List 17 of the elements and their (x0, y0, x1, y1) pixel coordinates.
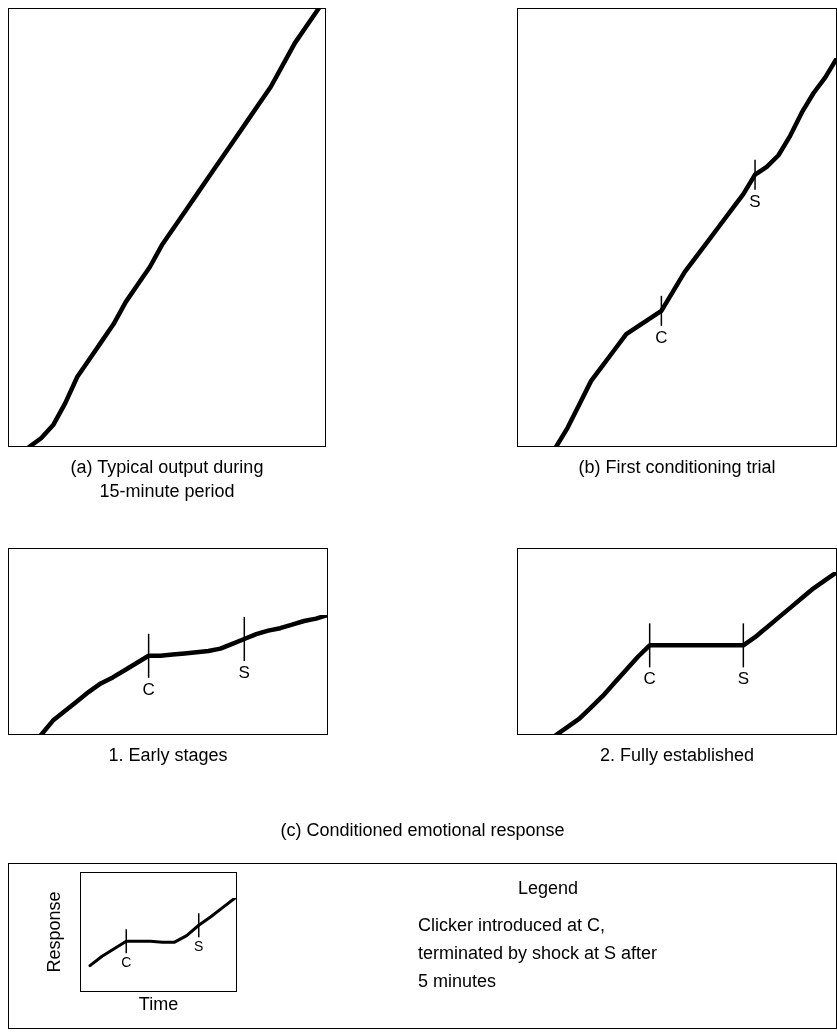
text: (a) Typical output during 15-minute period (69, 456, 265, 503)
text: 2. Fully established (598, 744, 756, 767)
x-tick-label: C (142, 679, 155, 699)
x-tick-label: C (655, 327, 668, 347)
y-axis-title: Response (44, 890, 65, 975)
x-tick-label: S (238, 663, 250, 682)
x-tick-label: C (121, 954, 132, 971)
x-tick-label: S (194, 938, 204, 955)
x-tick-label: S (749, 191, 761, 211)
text: (c) Conditioned emotional response (279, 820, 566, 841)
x-tick-label: S (737, 669, 750, 689)
x-axis-title: Time (137, 994, 180, 1015)
x-tick-label: C (643, 669, 656, 689)
text: (b) First conditioning trial (577, 456, 777, 479)
text: Clicker introduced at C, terminated by shock at S after 5 minutes (418, 914, 659, 993)
text: 1. Early stages (107, 744, 229, 767)
text: Legend (516, 878, 580, 899)
